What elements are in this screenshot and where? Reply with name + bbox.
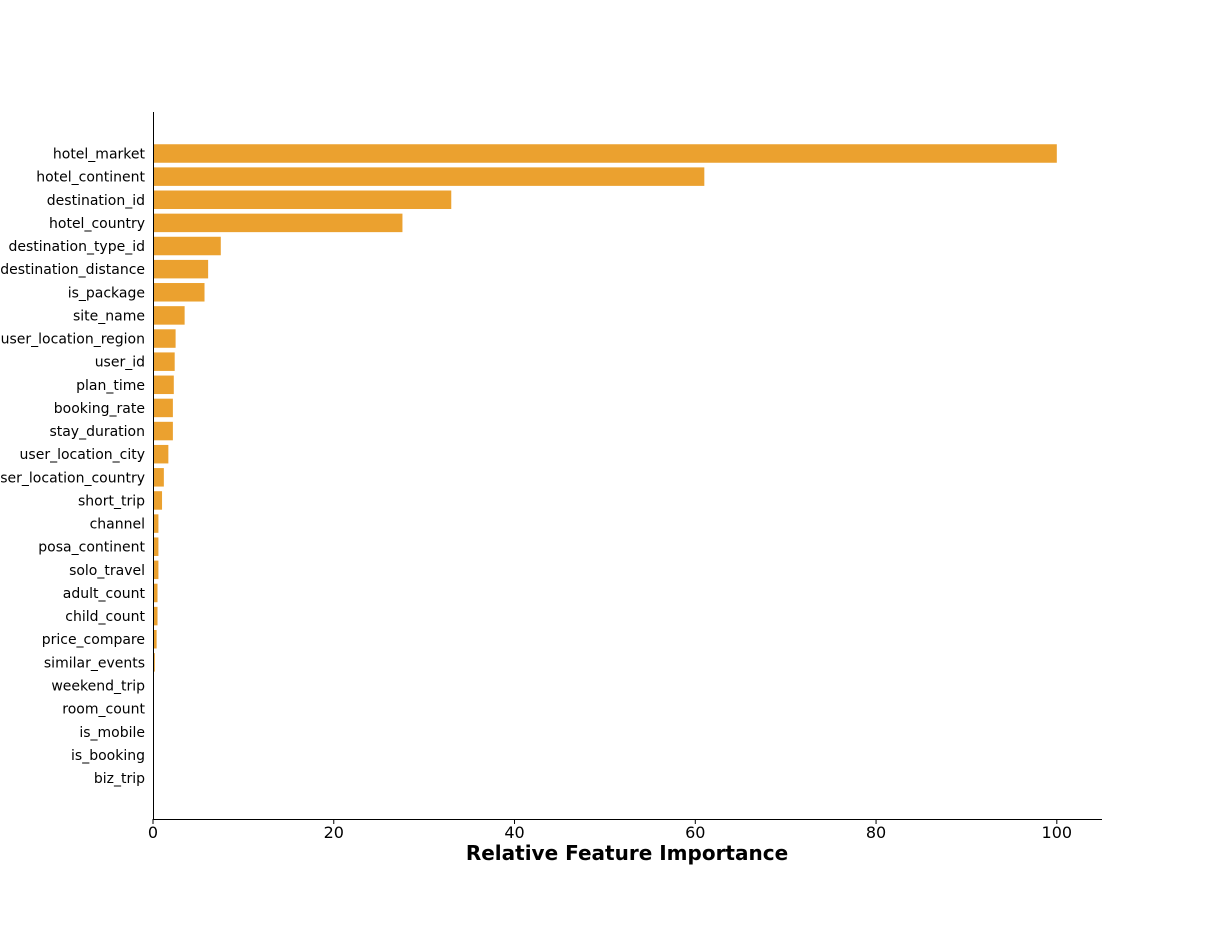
- x-tick-label: 40: [504, 823, 524, 842]
- bar-is-package: [153, 283, 205, 302]
- category-label: user_location_city: [20, 447, 145, 463]
- category-label: weekend_trip: [51, 678, 145, 694]
- bar-user-location-country: [153, 468, 164, 487]
- bar-plan-time: [153, 376, 174, 395]
- category-label: hotel_country: [49, 216, 145, 232]
- category-label: plan_time: [76, 378, 145, 394]
- bars-layer: [153, 144, 1057, 787]
- bar-stay-duration: [153, 422, 173, 441]
- x-ticks: 0 20 40 60 80 100: [148, 819, 1072, 842]
- category-label: hotel_market: [53, 147, 146, 163]
- bar-user-id: [153, 352, 175, 371]
- category-label: booking_rate: [54, 401, 145, 417]
- category-label: short_trip: [78, 493, 145, 509]
- category-label: posa_continent: [38, 540, 145, 556]
- category-label: price_compare: [42, 632, 145, 648]
- category-label: solo_travel: [69, 563, 145, 579]
- category-label: stay_duration: [49, 424, 145, 440]
- category-label: child_count: [65, 609, 145, 625]
- bar-short-trip: [153, 491, 162, 510]
- category-label: destination_type_id: [9, 239, 146, 255]
- x-tick-label: 0: [148, 823, 158, 842]
- x-tick-label: 60: [685, 823, 705, 842]
- category-label: user_location_country: [0, 470, 145, 486]
- category-label: destination_id: [47, 193, 145, 209]
- x-tick-label: 20: [324, 823, 344, 842]
- category-label: is_package: [68, 285, 145, 301]
- bar-site-name: [153, 306, 185, 325]
- bar-hotel-market: [153, 144, 1057, 163]
- category-label: channel: [90, 517, 145, 533]
- x-axis-title: Relative Feature Importance: [466, 841, 788, 865]
- bar-destination-id: [153, 191, 451, 210]
- bar-user-location-city: [153, 445, 168, 464]
- category-label: site_name: [73, 308, 145, 324]
- category-label: is_booking: [71, 748, 145, 764]
- bar-hotel-continent: [153, 167, 704, 186]
- category-label: is_mobile: [79, 725, 145, 741]
- category-label: user_id: [95, 355, 145, 371]
- bar-booking-rate: [153, 399, 173, 418]
- x-tick-label: 80: [866, 823, 886, 842]
- category-label: similar_events: [44, 655, 145, 671]
- category-label: destination_distance: [0, 262, 145, 278]
- bar-hotel-country: [153, 214, 402, 233]
- category-label: room_count: [62, 702, 145, 718]
- category-label: biz_trip: [94, 771, 145, 787]
- category-label: user_location_region: [1, 332, 145, 348]
- category-label: hotel_continent: [36, 170, 145, 186]
- x-tick-label: 100: [1042, 823, 1073, 842]
- bar-destination-type-id: [153, 237, 221, 256]
- category-labels: hotel_market hotel_continent destination_i…: [0, 147, 146, 788]
- bar-user-location-region: [153, 329, 176, 348]
- category-label: adult_count: [63, 586, 146, 602]
- bar-destination-distance: [153, 260, 208, 279]
